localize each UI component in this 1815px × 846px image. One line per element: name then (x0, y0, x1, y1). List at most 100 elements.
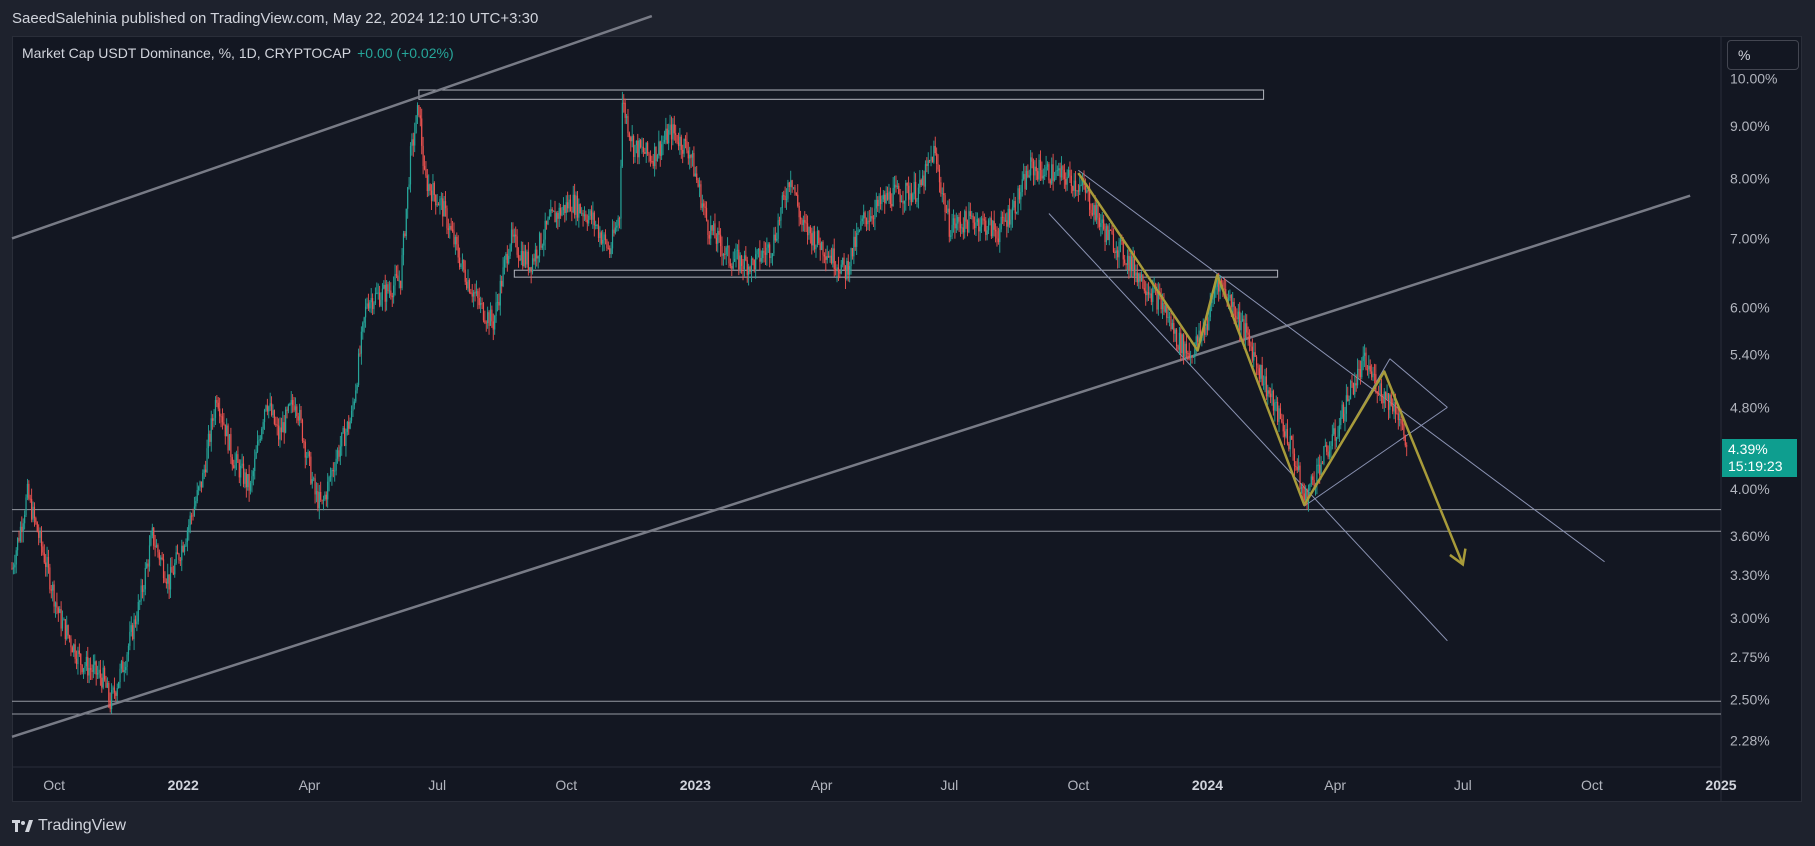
candle-body (1375, 374, 1377, 392)
candle-body (1037, 171, 1039, 180)
candle-body (673, 124, 675, 134)
time-tick-label: Oct (1067, 777, 1089, 793)
candle-body (1394, 402, 1397, 414)
candle-body (557, 212, 559, 219)
candle-body (1034, 166, 1036, 176)
candle-body (1250, 342, 1252, 347)
candle-body (1351, 380, 1353, 383)
candle-body (268, 406, 270, 412)
candle-body (1175, 329, 1178, 347)
candle-body (258, 440, 260, 442)
candle-body (113, 687, 116, 693)
candle-body (1147, 291, 1150, 295)
candle-body (707, 220, 709, 236)
candle-body (338, 450, 340, 457)
candle-body (109, 700, 111, 710)
candle-body (788, 182, 790, 187)
candle-body (1170, 316, 1172, 330)
candle-body (1253, 352, 1255, 361)
candle-body (456, 236, 458, 245)
candle-body (1101, 219, 1103, 224)
candle-body (50, 589, 52, 591)
candle-body (63, 619, 65, 621)
chart-frame[interactable] (12, 36, 1802, 802)
scale-percent-button[interactable]: % (1727, 40, 1799, 70)
candle-body (171, 567, 173, 573)
candle-body (508, 255, 510, 264)
candle-body (748, 266, 750, 275)
time-tick-label: Apr (299, 777, 321, 793)
candle-body (562, 205, 565, 211)
candle-body (1372, 373, 1374, 378)
candle-body (277, 425, 280, 440)
channel-line (1303, 406, 1448, 507)
candle-body (1181, 334, 1183, 354)
candle-body (863, 212, 865, 219)
candle-body (818, 230, 820, 244)
candle-body (78, 650, 80, 654)
time-axis[interactable]: Oct 2022 Apr Jul Oct 2023 Apr Jul Oct 2024 Apr Jul O… (43, 777, 1737, 793)
drawings-layer (11, 14, 1721, 738)
candle-body (790, 180, 792, 187)
candle-body (659, 141, 661, 156)
candle-body (774, 234, 776, 241)
candle-body (506, 254, 508, 264)
candle-body (321, 499, 323, 501)
candle-body (299, 409, 301, 421)
candle-body (98, 669, 100, 674)
candle-body (398, 280, 400, 282)
candle-body (140, 585, 142, 602)
candle-body (1028, 175, 1030, 177)
price-axis[interactable]: 10.00% 9.00% 8.00% 7.00% 6.00% 5.40% 4.80% 4.00… (1730, 71, 1777, 749)
candle-body (847, 260, 849, 275)
candle-body (816, 230, 818, 245)
price-tick-label: 2.28% (1730, 733, 1770, 749)
candle-body (922, 175, 924, 186)
candle-body (96, 673, 99, 675)
candle-body (510, 229, 513, 245)
footer-brand[interactable]: TradingView (38, 817, 127, 834)
candle-body (325, 494, 327, 500)
candle-body (811, 233, 813, 246)
price-tick-label: 3.00% (1730, 610, 1770, 626)
candle-body (190, 515, 193, 517)
candle-body (160, 557, 162, 560)
candle-body (450, 225, 452, 230)
candle-body (1132, 256, 1134, 270)
price-tick-label: 4.80% (1730, 399, 1770, 415)
candle-body (962, 227, 964, 233)
candle-body (256, 441, 259, 452)
candle-body (509, 244, 511, 256)
candle-body (447, 228, 449, 230)
candle-body (1286, 428, 1289, 444)
candle-body (1399, 418, 1401, 421)
symbol-legend[interactable]: Market Cap USDT Dominance, %, 1D, CRYPTO… (22, 45, 454, 61)
candle-body (1348, 399, 1350, 401)
symbol-name[interactable]: Market Cap USDT Dominance, %, 1D, CRYPTO… (22, 45, 352, 61)
candle-body (165, 581, 167, 584)
candle-body (689, 154, 691, 159)
candle-body (80, 653, 82, 665)
candle-body (178, 554, 180, 561)
candle-body (802, 220, 804, 225)
tradingview-logo-icon[interactable] (12, 819, 34, 833)
candle-body (216, 399, 218, 403)
candle-body (856, 232, 858, 247)
candle-body (564, 205, 566, 213)
candle-body (872, 218, 875, 220)
candle-body (1229, 294, 1231, 299)
candle-body (311, 479, 313, 484)
candle-body (244, 472, 246, 484)
candle-body (536, 249, 538, 259)
candle-body (176, 552, 179, 555)
candle-body (680, 136, 682, 150)
candle-body (881, 199, 883, 205)
candle-body (1392, 405, 1394, 412)
candle-body (1108, 229, 1110, 241)
candle-body (736, 249, 739, 251)
candle-body (15, 550, 17, 565)
candle-body (11, 568, 13, 570)
candle-body (446, 208, 448, 229)
candle-body (1156, 289, 1158, 310)
